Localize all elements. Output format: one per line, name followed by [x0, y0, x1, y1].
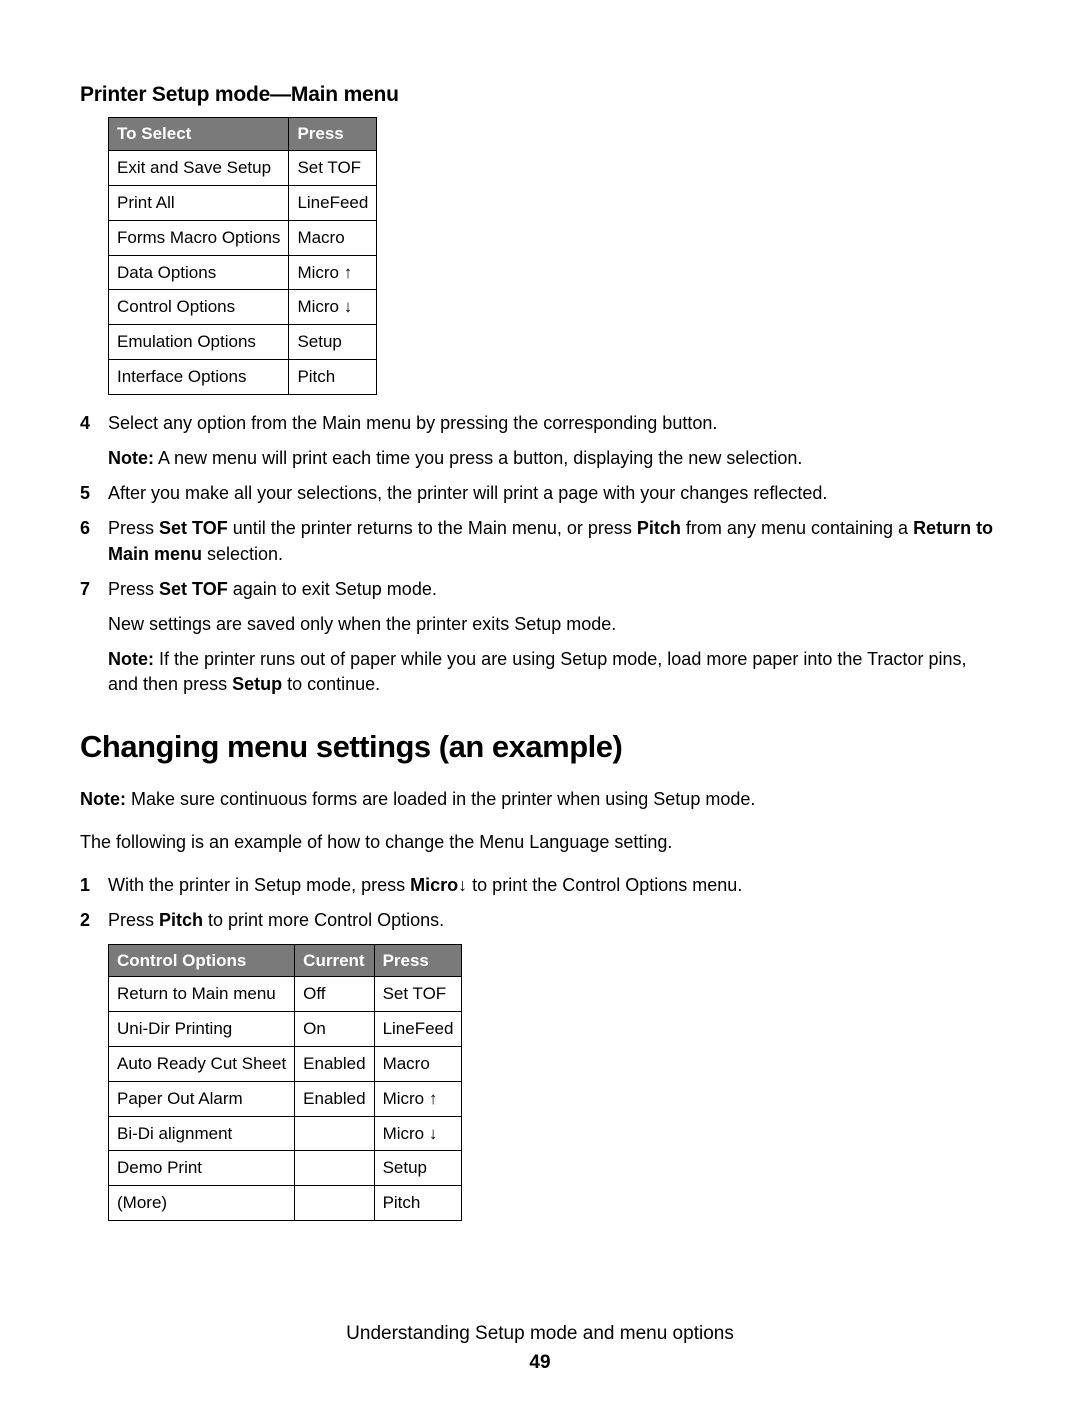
table-cell: Set TOF: [374, 977, 462, 1012]
control-options-table: Control Options Current Press Return to …: [108, 944, 462, 1221]
table-cell: Return to Main menu: [109, 977, 295, 1012]
down-arrow-icon: ↓: [344, 295, 353, 319]
table-row: Exit and Save SetupSet TOF: [109, 151, 377, 186]
down-arrow-icon: ↓: [429, 1122, 438, 1146]
table-header: Press: [289, 118, 377, 151]
step-number: 7: [80, 577, 108, 698]
table-cell: Micro ↓: [374, 1116, 462, 1151]
footer-title: Understanding Setup mode and menu option…: [80, 1321, 1000, 1348]
step-text: Press Pitch to print more Control Option…: [108, 908, 1000, 933]
table-cell: (More): [109, 1186, 295, 1221]
table-row: (More) Pitch: [109, 1186, 462, 1221]
step-text: Select any option from the Main menu by …: [108, 411, 1000, 436]
table-cell: Bi-Di alignment: [109, 1116, 295, 1151]
table-row: Bi-Di alignment Micro ↓: [109, 1116, 462, 1151]
down-arrow-icon: ↓: [458, 873, 467, 898]
table-header: Control Options: [109, 944, 295, 977]
table-cell: Off: [295, 977, 374, 1012]
table-row: Data OptionsMicro ↑: [109, 255, 377, 290]
table-row: Interface OptionsPitch: [109, 359, 377, 394]
table-cell: Data Options: [109, 255, 289, 290]
step-number: 6: [80, 516, 108, 566]
table-cell: LineFeed: [374, 1012, 462, 1047]
page-number: 49: [80, 1350, 1000, 1377]
step-text: Press Set TOF until the printer returns …: [108, 516, 1000, 566]
table-row: Paper Out AlarmEnabledMicro ↑: [109, 1081, 462, 1116]
table-cell: [295, 1186, 374, 1221]
table-cell: Auto Ready Cut Sheet: [109, 1046, 295, 1081]
step-text: New settings are saved only when the pri…: [108, 612, 1000, 637]
paragraph-note: Note: Make sure continuous forms are loa…: [80, 787, 1000, 812]
table-row: Auto Ready Cut SheetEnabledMacro: [109, 1046, 462, 1081]
table-cell: Demo Print: [109, 1151, 295, 1186]
table-header: Current: [295, 944, 374, 977]
table-cell: Micro ↑: [289, 255, 377, 290]
step-note: Note: If the printer runs out of paper w…: [108, 647, 1000, 697]
heading-changing-menu: Changing menu settings (an example): [80, 725, 1000, 768]
table-cell: Enabled: [295, 1081, 374, 1116]
step-number: 4: [80, 411, 108, 471]
table-cell: Print All: [109, 185, 289, 220]
table-cell: Pitch: [289, 359, 377, 394]
table-cell: Micro ↓: [289, 290, 377, 325]
step-text: With the printer in Setup mode, press Mi…: [108, 873, 1000, 898]
table-cell: Emulation Options: [109, 325, 289, 360]
table-row: Control OptionsMicro ↓: [109, 290, 377, 325]
table-header: Press: [374, 944, 462, 977]
step-note: Note: A new menu will print each time yo…: [108, 446, 1000, 471]
table-cell: Macro: [374, 1046, 462, 1081]
table-cell: [295, 1116, 374, 1151]
table-cell: LineFeed: [289, 185, 377, 220]
step-text: Press Set TOF again to exit Setup mode.: [108, 577, 1000, 602]
main-menu-table: To Select Press Exit and Save SetupSet T…: [108, 117, 377, 394]
table-cell: Set TOF: [289, 151, 377, 186]
table-cell: Setup: [289, 325, 377, 360]
table-row: Print AllLineFeed: [109, 185, 377, 220]
step-number: 2: [80, 908, 108, 933]
table-cell: Uni-Dir Printing: [109, 1012, 295, 1047]
table-cell: Macro: [289, 220, 377, 255]
table-cell: Control Options: [109, 290, 289, 325]
up-arrow-icon: ↑: [429, 1087, 438, 1111]
table-cell: Enabled: [295, 1046, 374, 1081]
table-cell: Paper Out Alarm: [109, 1081, 295, 1116]
table-row: Demo Print Setup: [109, 1151, 462, 1186]
table-row: Uni-Dir PrintingOnLineFeed: [109, 1012, 462, 1047]
table-cell: Exit and Save Setup: [109, 151, 289, 186]
step-number: 1: [80, 873, 108, 898]
table-row: Return to Main menuOffSet TOF: [109, 977, 462, 1012]
table-cell: Pitch: [374, 1186, 462, 1221]
table-cell: On: [295, 1012, 374, 1047]
table-cell: Micro ↑: [374, 1081, 462, 1116]
step-number: 5: [80, 481, 108, 506]
table-cell: Interface Options: [109, 359, 289, 394]
table-row: Emulation OptionsSetup: [109, 325, 377, 360]
table-header: To Select: [109, 118, 289, 151]
section-title: Printer Setup mode—Main menu: [80, 80, 1000, 109]
table-cell: Setup: [374, 1151, 462, 1186]
table-cell: [295, 1151, 374, 1186]
step-text: After you make all your selections, the …: [108, 481, 1000, 506]
up-arrow-icon: ↑: [344, 261, 353, 285]
paragraph: The following is an example of how to ch…: [80, 830, 1000, 855]
table-row: Forms Macro OptionsMacro: [109, 220, 377, 255]
table-cell: Forms Macro Options: [109, 220, 289, 255]
